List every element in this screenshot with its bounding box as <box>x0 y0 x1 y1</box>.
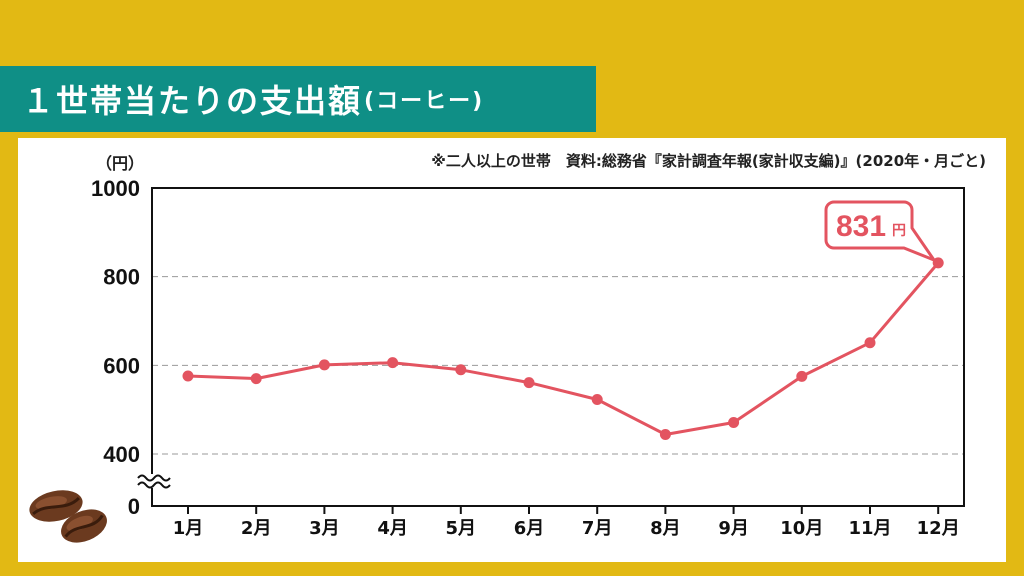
x-tick-label: 2月 <box>241 518 272 539</box>
y-axis-unit-label: （円） <box>96 154 145 173</box>
title-banner: １世帯当たりの支出額 (コーヒー) <box>0 66 596 132</box>
x-tick-label: 9月 <box>718 518 749 539</box>
data-point <box>591 393 603 405</box>
callout-unit: 円 <box>892 223 906 239</box>
data-point <box>864 337 876 349</box>
x-tick-label: 1月 <box>173 518 204 539</box>
x-tick-label: 6月 <box>514 518 545 539</box>
data-point <box>250 373 262 385</box>
data-point <box>455 364 467 376</box>
x-tick-label: 4月 <box>377 518 408 539</box>
y-tick-label: 1000 <box>91 176 140 201</box>
data-point <box>182 370 194 382</box>
x-tick-label: 11月 <box>848 518 891 539</box>
data-point <box>728 417 740 429</box>
callout-value: 831 <box>836 210 886 243</box>
x-tick-label: 12月 <box>917 518 960 539</box>
plot-frame <box>151 187 965 507</box>
chart-subtitle: (コーヒー) <box>364 89 485 114</box>
coffee-beans-icon <box>29 490 107 543</box>
y-tick-label: 600 <box>103 353 140 378</box>
data-point <box>387 357 399 369</box>
y-tick-label: 800 <box>103 265 140 290</box>
axis-break-icon <box>136 474 171 489</box>
source-note: ※二人以上の世帯 資料:総務省『家計調査年報(家計収支編)』(2020年・月ごと… <box>431 152 986 170</box>
grid-lines <box>152 276 964 455</box>
data-point <box>659 428 671 440</box>
value-callout: 831 円 <box>824 200 936 262</box>
series-points <box>182 257 944 440</box>
y-tick-label: 400 <box>103 442 140 467</box>
data-point <box>318 359 330 371</box>
data-point <box>796 370 808 382</box>
x-tick-label: 5月 <box>446 518 477 539</box>
x-tick-label: 10月 <box>780 518 823 539</box>
x-axis-ticks: 1月 2月 3月 4月 5月 6月 7月 8月 9月 10月 11月 12月 <box>173 506 960 539</box>
y-tick-label: 0 <box>128 494 140 519</box>
series-line <box>187 261 940 436</box>
data-point <box>523 377 535 389</box>
x-tick-label: 8月 <box>650 518 681 539</box>
x-tick-label: 3月 <box>309 518 340 539</box>
chart-title: １世帯当たりの支出額 <box>22 82 363 120</box>
y-axis-ticks: 1000 800 600 400 0 <box>91 176 140 519</box>
x-tick-label: 7月 <box>582 518 613 539</box>
